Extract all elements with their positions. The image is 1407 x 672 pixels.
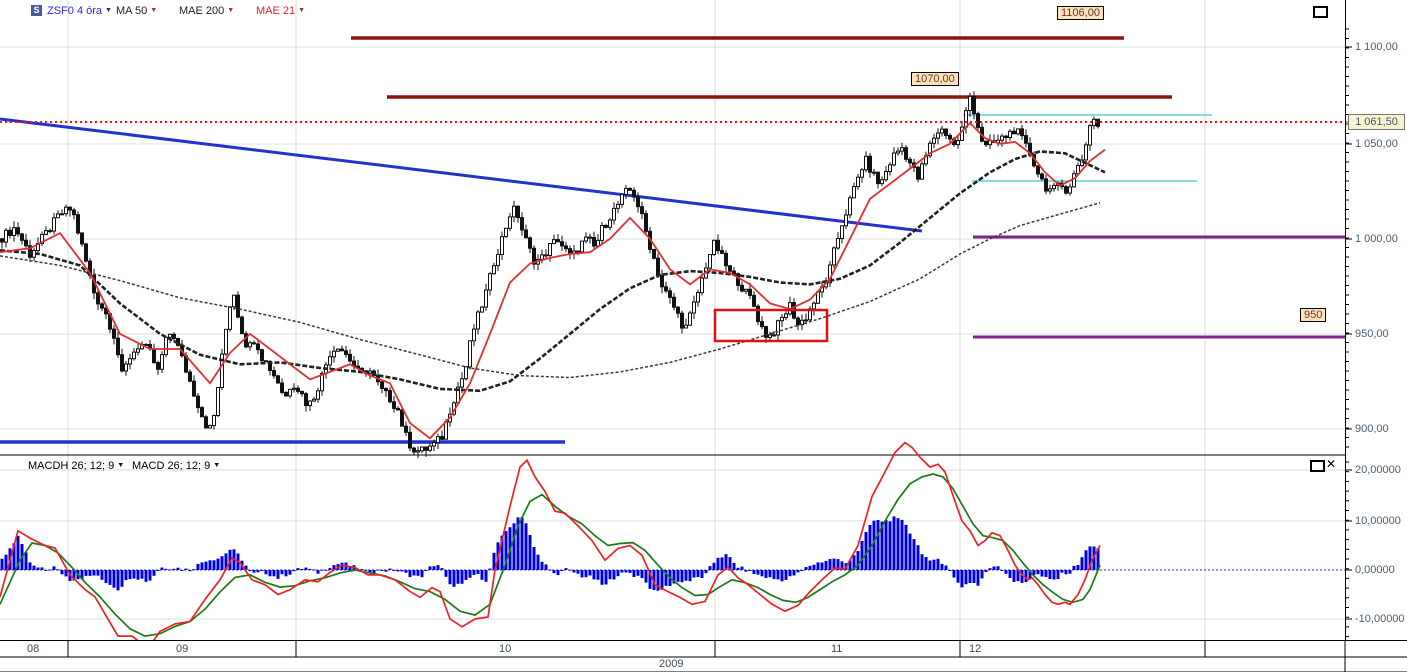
macdh-label: MACDH 26; 12; 9 — [28, 460, 115, 472]
axis-ticks — [1346, 28, 1352, 638]
descending-trendline — [0, 117, 923, 233]
macd-restore-icon[interactable] — [1310, 460, 1325, 472]
macd-line — [0, 441, 1101, 640]
time-axis-lines — [0, 641, 1407, 672]
macd-axis-label: 10,00000 — [1355, 515, 1401, 527]
price-axis-label: 950,00 — [1355, 328, 1389, 340]
highlight-box — [713, 308, 829, 343]
symbol-label: ZSF0 4 óra — [47, 5, 103, 17]
macd-label: MACD 26; 12; 9 — [132, 460, 211, 472]
time-axis[interactable] — [0, 640, 1407, 672]
chevron-down-icon: ▼ — [298, 7, 306, 14]
price-level-tag: 950 — [1300, 308, 1327, 322]
macd-axis-label: 20,00000 — [1355, 464, 1401, 476]
month-label: 11 — [831, 643, 843, 655]
price-axis[interactable] — [1345, 0, 1407, 640]
price-and-macd-plot[interactable] — [0, 0, 1345, 640]
price-level-tag: 1070,00 — [911, 72, 959, 86]
ma50-line — [0, 150, 1106, 393]
chevron-down-icon: ▼ — [150, 7, 158, 14]
chevron-down-icon: ▼ — [117, 462, 125, 469]
indicator-selector-ma-50[interactable]: MA 50 ▼ — [116, 5, 157, 17]
macd-axis-label: -10,00000 — [1355, 613, 1405, 625]
macd-axis-label: 0,00000 — [1355, 564, 1395, 576]
price-axis-label: 1 100,00 — [1355, 41, 1398, 53]
macd-selector[interactable]: MACD 26; 12; 9 ▼ — [132, 460, 220, 472]
year-label: 2009 — [659, 658, 684, 670]
macd-close-icon[interactable]: ✕ — [1326, 457, 1337, 471]
indicator-selector-mae-200[interactable]: MAE 200 ▼ — [179, 5, 234, 17]
indicator-label: MAE 200 — [179, 5, 225, 17]
price-axis-label: 1 050,00 — [1355, 138, 1398, 150]
macd-signal-line — [0, 473, 1101, 637]
month-label: 08 — [27, 643, 40, 655]
month-label: 12 — [969, 643, 982, 655]
mae21-line — [0, 121, 1106, 440]
restore-window-icon[interactable] — [1313, 6, 1328, 18]
indicator-selector-mae-21[interactable]: MAE 21 ▼ — [256, 5, 305, 17]
price-axis-label: 900,00 — [1355, 423, 1389, 435]
indicator-label: MAE 21 — [256, 5, 296, 17]
current-price-tag: 1 061,50 — [1348, 114, 1405, 130]
chevron-down-icon: ▼ — [105, 7, 112, 14]
chevron-down-icon: ▼ — [227, 7, 235, 14]
month-label: 09 — [176, 643, 189, 655]
price-level-tag: 1106,00 — [1057, 6, 1104, 20]
chevron-down-icon: ▼ — [213, 462, 221, 469]
macd-histogram — [0, 516, 1100, 591]
macdh-selector[interactable]: MACDH 26; 12; 9 ▼ — [28, 460, 124, 472]
symbol-selector[interactable]: ZSF0 4 óra ▼ — [47, 5, 112, 17]
indicator-label: MA 50 — [116, 5, 148, 17]
month-label: 10 — [499, 643, 512, 655]
symbol-logo-icon: S — [31, 5, 42, 16]
mae200-line — [0, 202, 1101, 379]
candlesticks — [0, 91, 1100, 459]
price-axis-label: 1 000,00 — [1355, 233, 1398, 245]
